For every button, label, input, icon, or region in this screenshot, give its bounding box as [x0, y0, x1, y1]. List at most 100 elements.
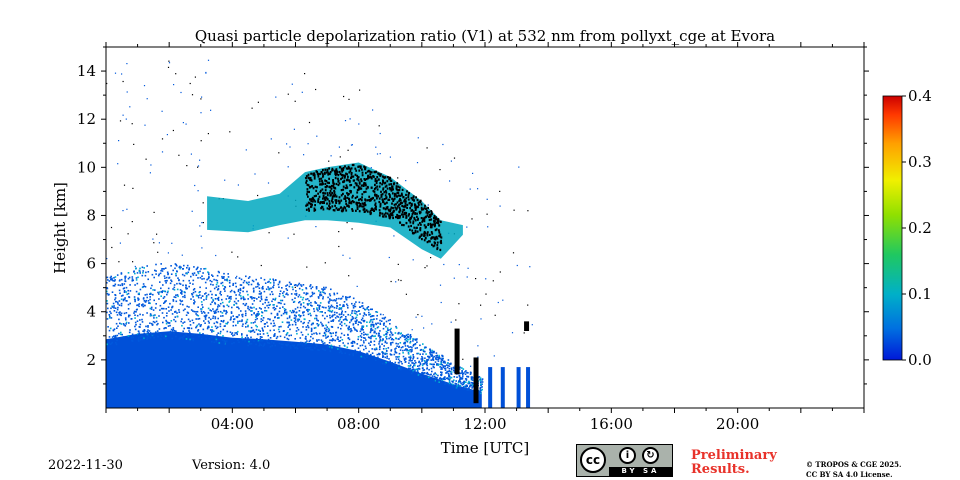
aerosol-high-depol — [322, 175, 324, 178]
boundary-layer-speckle — [124, 297, 126, 299]
aerosol-high-depol — [338, 199, 340, 202]
noise-point — [339, 156, 341, 158]
boundary-layer-speckle — [302, 345, 304, 347]
boundary-layer-speckle — [233, 300, 236, 303]
boundary-layer-speckle — [131, 335, 133, 337]
boundary-layer-speckle — [266, 299, 268, 301]
cc-license-badge[interactable]: cc i ↻ BY SA — [576, 444, 673, 477]
boundary-layer-speckle — [385, 347, 387, 350]
aerosol-high-depol — [439, 248, 442, 251]
boundary-layer-speckle — [157, 322, 159, 325]
boundary-layer-speckle — [357, 336, 360, 338]
boundary-layer-speckle — [149, 332, 152, 334]
noise-point — [106, 258, 108, 260]
boundary-layer-speckle — [133, 296, 136, 298]
boundary-layer-speckle — [188, 285, 190, 288]
boundary-layer-speckle — [441, 371, 443, 374]
boundary-layer-speckle — [439, 366, 441, 368]
aerosol-high-depol — [337, 183, 340, 187]
boundary-layer-speckle — [221, 312, 224, 314]
boundary-layer-speckle — [253, 290, 255, 292]
boundary-layer-speckle — [139, 272, 141, 274]
boundary-layer-speckle — [326, 336, 329, 338]
noise-point — [499, 271, 501, 273]
boundary-layer-speckle — [316, 333, 318, 335]
boundary-layer-speckle — [148, 302, 150, 304]
boundary-layer-speckle — [403, 336, 406, 338]
aerosol-high-depol — [357, 187, 360, 190]
boundary-layer-speckle — [120, 295, 123, 297]
aerosol-high-depol — [400, 192, 403, 195]
boundary-layer-speckle — [401, 362, 403, 365]
boundary-layer-speckle — [138, 326, 141, 328]
boundary-layer-speckle — [410, 335, 412, 338]
boundary-layer-speckle — [170, 320, 173, 322]
boundary-layer-speckle — [256, 338, 258, 340]
boundary-layer-speckle — [196, 314, 198, 316]
boundary-layer-speckle — [421, 371, 424, 374]
boundary-layer-speckle — [176, 315, 179, 318]
boundary-layer-speckle — [277, 328, 280, 331]
boundary-layer-speckle — [255, 315, 258, 317]
noise-point — [118, 261, 120, 263]
aerosol-high-depol — [385, 191, 388, 194]
boundary-layer-speckle — [302, 314, 305, 317]
boundary-layer-speckle — [407, 353, 410, 355]
aerosol-high-depol — [436, 237, 439, 240]
aerosol-high-depol — [361, 196, 363, 199]
boundary-layer-speckle — [204, 316, 207, 319]
aerosol-high-depol — [397, 214, 400, 217]
aerosol-high-depol — [428, 233, 431, 236]
boundary-layer-speckle — [249, 306, 252, 309]
boundary-layer-speckle — [281, 292, 284, 294]
boundary-layer-speckle — [280, 343, 283, 345]
boundary-layer-speckle — [379, 336, 382, 338]
boundary-layer-speckle — [262, 345, 265, 347]
boundary-layer-speckle — [284, 308, 287, 311]
boundary-layer-speckle — [244, 298, 246, 301]
aerosol-high-depol — [348, 167, 351, 170]
aerosol-high-depol — [432, 245, 435, 248]
chart-title: Quasi particle depolarization ratio (V1)… — [195, 27, 775, 45]
boundary-layer-speckle — [129, 284, 131, 286]
boundary-layer-speckle — [327, 301, 330, 303]
boundary-layer-speckle — [213, 322, 216, 325]
aerosol-high-depol — [414, 206, 417, 209]
boundary-layer-speckle — [222, 321, 225, 323]
aerosol-high-depol — [322, 169, 324, 172]
aerosol-high-depol — [434, 236, 436, 239]
aerosol-high-depol — [374, 178, 377, 181]
boundary-layer-speckle — [270, 312, 273, 315]
boundary-layer-speckle — [164, 300, 166, 303]
boundary-layer-speckle — [218, 342, 221, 344]
boundary-layer-speckle — [358, 301, 361, 304]
boundary-layer-speckle — [411, 359, 413, 362]
boundary-layer-speckle — [309, 295, 312, 298]
boundary-layer-speckle — [212, 330, 215, 332]
boundary-layer-speckle — [391, 338, 393, 340]
boundary-layer-speckle — [310, 348, 312, 351]
boundary-layer-speckle — [157, 335, 159, 338]
boundary-layer-speckle — [319, 293, 322, 295]
boundary-layer-speckle — [373, 355, 375, 357]
noise-point — [197, 166, 199, 168]
boundary-layer-speckle — [139, 336, 142, 338]
boundary-layer-speckle — [272, 342, 275, 344]
aerosol-high-depol — [407, 198, 410, 201]
boundary-layer-speckle — [131, 333, 134, 336]
aerosol-high-depol — [415, 196, 417, 199]
aerosol-high-depol — [389, 208, 392, 211]
boundary-layer-speckle — [266, 332, 269, 334]
boundary-layer-speckle — [391, 362, 393, 364]
boundary-layer-speckle — [438, 381, 440, 383]
boundary-layer-speckle — [155, 270, 157, 272]
boundary-layer-speckle — [469, 373, 472, 375]
boundary-layer-speckle — [285, 285, 287, 287]
boundary-layer-speckle — [410, 372, 413, 375]
boundary-layer-speckle — [142, 297, 145, 299]
boundary-layer-speckle — [201, 278, 203, 280]
boundary-layer-speckle — [143, 300, 146, 302]
boundary-layer-speckle — [119, 284, 122, 287]
boundary-layer-speckle — [147, 278, 149, 281]
